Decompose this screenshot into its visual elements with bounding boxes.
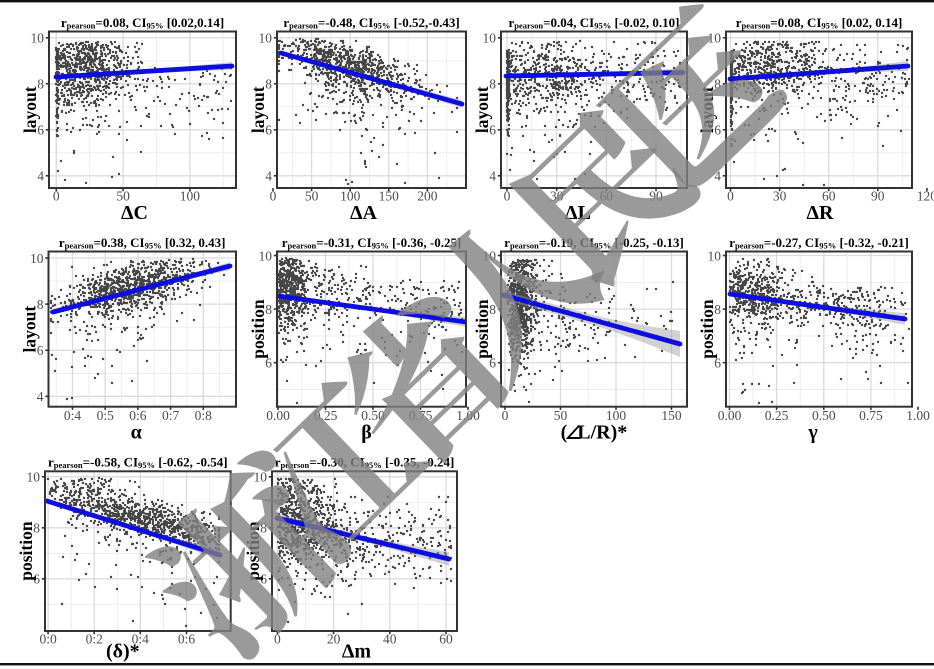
svg-text:6: 6 [33, 572, 40, 587]
svg-text:10: 10 [259, 31, 273, 46]
svg-text:Δm: Δm [342, 641, 372, 663]
svg-text:rpearson=-0.31, CI95% [-0.36,: rpearson=-0.31, CI95% [-0.36, -0.25] [282, 235, 462, 251]
svg-text:100: 100 [340, 189, 361, 204]
svg-text:rpearson=-0.27, CI95% [-0.32,: rpearson=-0.27, CI95% [-0.32, -0.21] [729, 235, 909, 251]
svg-text:6: 6 [714, 123, 721, 138]
svg-text:6: 6 [714, 356, 721, 371]
svg-text:8: 8 [265, 302, 272, 317]
svg-text:layout: layout [248, 86, 268, 133]
svg-text:4: 4 [265, 169, 272, 184]
svg-text:0: 0 [270, 189, 277, 204]
svg-text:10: 10 [30, 251, 44, 266]
svg-text:0:4: 0:4 [64, 408, 82, 423]
svg-text:0: 0 [504, 189, 511, 204]
svg-text:10: 10 [259, 248, 273, 263]
svg-text:6: 6 [260, 572, 267, 587]
svg-text:100: 100 [606, 408, 627, 423]
svg-text:0:5: 0:5 [97, 408, 115, 423]
svg-text:position: position [248, 299, 268, 359]
svg-text:ΔA: ΔA [350, 202, 378, 224]
svg-text:8: 8 [37, 77, 44, 92]
svg-text:30: 30 [773, 189, 787, 204]
svg-text:rpearson=0.08, CI95% [0.02,0.1: rpearson=0.08, CI95% [0.02,0.14] [61, 15, 224, 31]
svg-text:rpearson=0.04, CI95% [-0.02, 0: rpearson=0.04, CI95% [-0.02, 0.10] [509, 15, 680, 31]
svg-text:0.00: 0.00 [718, 408, 742, 423]
svg-text:10: 10 [483, 31, 497, 46]
svg-text:6: 6 [265, 356, 272, 371]
svg-text:10: 10 [708, 248, 722, 263]
svg-text:120: 120 [917, 189, 934, 204]
svg-text:layout: layout [472, 86, 492, 133]
svg-text:rpearson=0.08, CI95% [0.02, 0.: rpearson=0.08, CI95% [0.02, 0.14] [736, 15, 903, 31]
svg-text:8: 8 [260, 521, 267, 536]
svg-text:6: 6 [489, 356, 496, 371]
svg-text:8: 8 [714, 77, 721, 92]
svg-text:50: 50 [305, 189, 319, 204]
svg-text:1.00: 1.00 [906, 408, 930, 423]
svg-text:0.50: 0.50 [361, 408, 385, 423]
svg-text:8: 8 [265, 77, 272, 92]
svg-text:( L/R)*: ( L/R)* [561, 422, 628, 444]
svg-text:0:6: 0:6 [178, 632, 196, 647]
svg-text:200: 200 [417, 189, 438, 204]
svg-text:8: 8 [489, 302, 496, 317]
svg-text:0: 0 [727, 189, 734, 204]
svg-text:10: 10 [708, 31, 722, 46]
svg-text:50: 50 [554, 408, 568, 423]
svg-text:ΔR: ΔR [807, 202, 835, 224]
svg-text:10: 10 [27, 470, 41, 485]
svg-text:6: 6 [489, 123, 496, 138]
svg-text:0:4: 0:4 [132, 632, 150, 647]
svg-text:150: 150 [379, 189, 400, 204]
svg-text:γ: γ [807, 422, 818, 444]
svg-text:6: 6 [37, 343, 44, 358]
svg-text:(δ)*: (δ)* [106, 641, 140, 663]
svg-text:0:8: 0:8 [195, 408, 213, 423]
svg-text:rpearson=0.38, CI95% [0.32, 0.: rpearson=0.38, CI95% [0.32, 0.43] [59, 235, 226, 251]
svg-text:0.50: 0.50 [812, 408, 836, 423]
svg-text:10: 10 [254, 470, 268, 485]
svg-text:0:2: 0:2 [86, 632, 103, 647]
svg-text:8: 8 [37, 297, 44, 312]
svg-text:100: 100 [180, 189, 201, 204]
svg-text:0: 0 [502, 408, 509, 423]
svg-text:6: 6 [265, 123, 272, 138]
svg-text:4: 4 [37, 389, 44, 404]
svg-text:4: 4 [714, 169, 721, 184]
svg-text:position: position [472, 299, 492, 359]
svg-text:0.25: 0.25 [765, 408, 789, 423]
svg-text:rpearson=-0.48, CI95% [-0.52,-: rpearson=-0.48, CI95% [-0.52,-0.43] [283, 15, 459, 31]
svg-text:150: 150 [661, 408, 682, 423]
svg-text:layout: layout [20, 306, 40, 353]
svg-text:20: 20 [327, 632, 341, 647]
svg-text:0.00: 0.00 [266, 408, 290, 423]
svg-text:rpearson=-0.58, CI95% [-0.62,: rpearson=-0.58, CI95% [-0.62, -0.54] [48, 455, 228, 471]
svg-text:30: 30 [550, 189, 564, 204]
svg-text:50: 50 [116, 189, 130, 204]
svg-text:4: 4 [489, 169, 496, 184]
svg-text:0.75: 0.75 [859, 408, 883, 423]
svg-text:40: 40 [383, 632, 397, 647]
svg-text:8: 8 [489, 77, 496, 92]
svg-text:0:0: 0:0 [39, 632, 57, 647]
svg-text:ΔC: ΔC [121, 202, 148, 224]
svg-text:10: 10 [31, 31, 45, 46]
svg-text:8: 8 [714, 302, 721, 317]
svg-text:0: 0 [53, 189, 60, 204]
svg-text:layout: layout [20, 86, 40, 133]
svg-text:β: β [361, 422, 372, 444]
svg-text:position: position [697, 299, 717, 359]
svg-text:60: 60 [822, 189, 836, 204]
svg-text:position: position [16, 521, 36, 581]
svg-text:60: 60 [439, 632, 453, 647]
svg-text:0:6: 0:6 [129, 408, 147, 423]
svg-text:6: 6 [37, 123, 44, 138]
svg-text:0: 0 [274, 632, 281, 647]
svg-text:4: 4 [37, 169, 44, 184]
svg-text:0:7: 0:7 [162, 408, 180, 423]
svg-text:90: 90 [871, 189, 885, 204]
svg-text:8: 8 [33, 521, 40, 536]
svg-text:α: α [131, 422, 142, 444]
